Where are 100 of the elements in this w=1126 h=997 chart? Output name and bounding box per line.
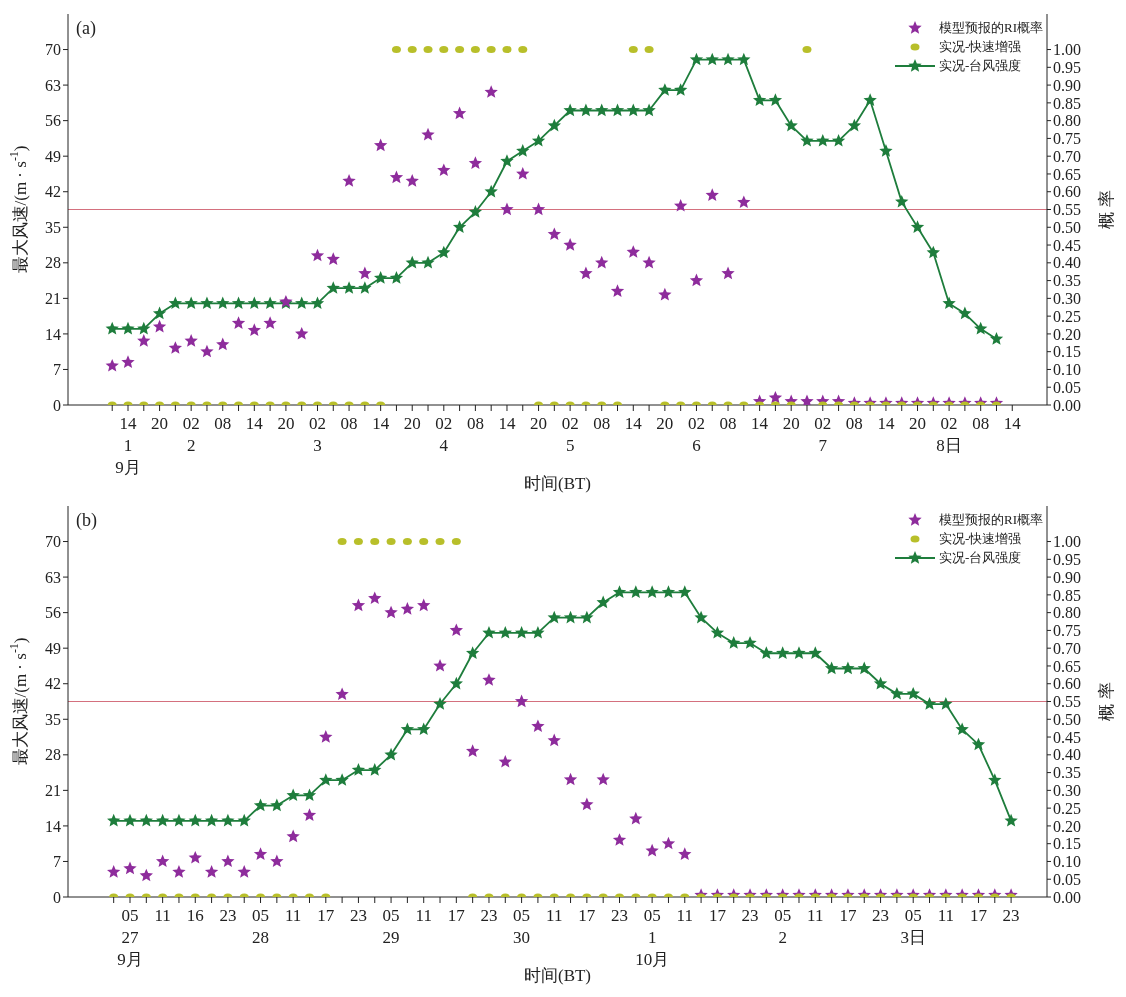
point <box>216 337 230 351</box>
legend-label: 模型预报的RI概率 <box>939 19 1043 37</box>
point <box>237 865 251 878</box>
point <box>231 316 246 329</box>
point <box>484 85 498 98</box>
point <box>514 694 529 708</box>
y2-tick-label: 0.55 <box>1053 201 1081 219</box>
x-tick-label: 14 <box>877 414 895 433</box>
x-tick-label: 05 2 <box>774 906 792 947</box>
point <box>531 625 545 639</box>
point <box>407 46 417 54</box>
y2-tick-label: 0.60 <box>1053 183 1081 201</box>
point <box>449 676 463 690</box>
y2-tick-label: 0.15 <box>1053 343 1081 361</box>
x-tick-label: 05 28 <box>252 906 270 947</box>
y-tick-label: 70 <box>45 533 61 551</box>
y2-tick-label: 0.05 <box>1053 378 1081 396</box>
y2-tick-label: 0.15 <box>1053 835 1081 853</box>
x-tick-label: 08 <box>845 414 863 433</box>
legend-label: 模型预报的RI概率 <box>939 511 1043 529</box>
point <box>694 610 708 624</box>
point <box>988 773 1002 786</box>
y-tick-label: 28 <box>45 254 61 272</box>
point <box>152 319 167 333</box>
y2-tick-label: 0.95 <box>1053 551 1081 568</box>
point <box>658 287 672 301</box>
point <box>358 266 372 280</box>
point <box>105 321 119 335</box>
point <box>863 93 877 106</box>
point <box>642 103 656 117</box>
point <box>452 106 467 120</box>
point <box>689 52 704 66</box>
x-tick-label: 02 3 <box>308 414 326 455</box>
point <box>451 538 461 546</box>
point <box>342 281 356 294</box>
x-tick-label: 20 <box>656 414 674 433</box>
point <box>516 166 530 180</box>
y-tick-label: 21 <box>45 290 61 308</box>
chart-title: (a) <box>76 18 96 39</box>
x-tick-label: 11 <box>415 906 432 925</box>
point <box>247 323 261 337</box>
point <box>302 788 317 802</box>
point <box>107 865 121 878</box>
point <box>419 538 429 546</box>
point <box>466 744 480 757</box>
point <box>531 719 545 733</box>
x-tick-label: 20 <box>909 414 927 433</box>
point <box>353 538 363 546</box>
point <box>400 602 415 615</box>
point <box>155 813 170 827</box>
point <box>939 697 953 710</box>
point <box>439 46 449 54</box>
x-tick-label: 08 <box>214 414 232 433</box>
point <box>449 623 463 637</box>
x-tick-label: 08 <box>719 414 737 433</box>
y2-tick-label: 1.00 <box>1053 41 1081 59</box>
point <box>776 646 790 659</box>
point <box>417 598 431 612</box>
point <box>721 266 735 280</box>
point <box>658 83 672 96</box>
legend-label: 实况-快速增强 <box>939 530 1022 548</box>
point <box>184 296 198 310</box>
point <box>405 174 419 187</box>
point <box>137 321 151 335</box>
point <box>373 271 388 284</box>
point <box>498 625 512 639</box>
x-tick-label: 14 <box>1003 414 1022 433</box>
point <box>155 854 170 868</box>
y2-tick-label: 0.20 <box>1053 325 1081 343</box>
x-tick-label: 23 <box>1002 906 1020 925</box>
point <box>498 754 512 768</box>
point <box>596 772 610 786</box>
point <box>482 673 496 686</box>
point <box>727 636 741 649</box>
x-tick-label: 17 <box>447 906 466 925</box>
point <box>674 198 688 212</box>
x-tick-label: 11 <box>154 906 171 925</box>
point <box>231 296 246 310</box>
point <box>847 118 862 132</box>
point <box>563 238 577 251</box>
y2-tick-label: 0.80 <box>1053 112 1081 130</box>
point <box>351 598 366 612</box>
point <box>486 46 496 54</box>
y2-tick-label: 0.50 <box>1053 218 1081 236</box>
point <box>579 103 593 117</box>
point <box>391 46 401 54</box>
point <box>286 788 300 802</box>
point <box>326 281 340 294</box>
y2-tick-label: 0.30 <box>1053 782 1081 800</box>
y2-tick-label: 0.35 <box>1053 272 1081 290</box>
point <box>516 144 530 157</box>
x-tick-label: 11 <box>676 906 693 925</box>
point <box>705 188 719 201</box>
point <box>433 697 447 710</box>
x-tick-label: 14 <box>498 414 516 433</box>
point <box>674 83 688 96</box>
x-tick-label: 05 1 10月 <box>635 906 670 969</box>
x-tick-label: 14 <box>751 414 769 433</box>
point <box>337 538 347 546</box>
y2-tick-label: 0.05 <box>1053 870 1081 888</box>
